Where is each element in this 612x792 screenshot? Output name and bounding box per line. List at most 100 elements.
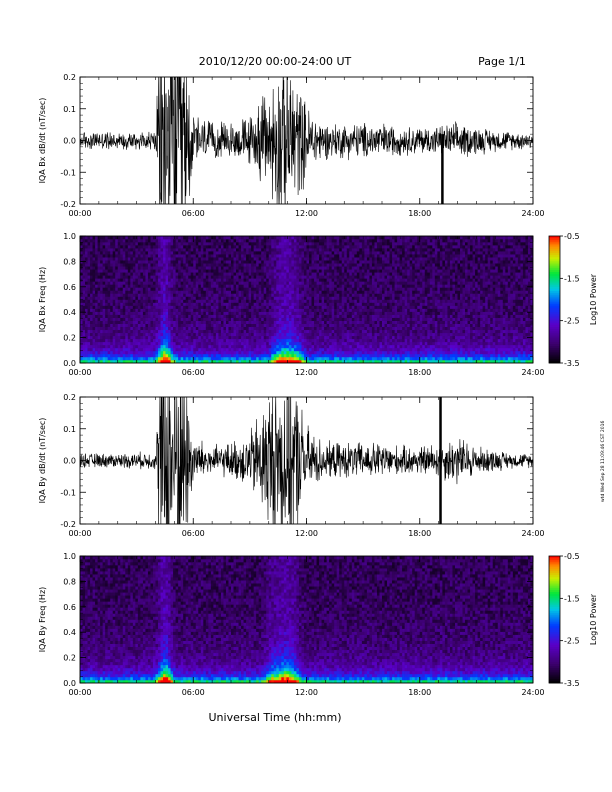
- spectrogram-cell: [95, 335, 98, 340]
- spectrogram-cell: [311, 311, 315, 315]
- spectrogram-cell: [92, 251, 96, 255]
- spectrogram-cell: [306, 311, 310, 315]
- spectrogram-cell: [105, 341, 108, 346]
- spectrogram-cell: [150, 257, 154, 261]
- spectrogram-cell: [256, 278, 259, 282]
- spectrogram-cell: [356, 341, 360, 346]
- spectrogram-cell: [314, 317, 317, 321]
- spectrogram-cell: [100, 287, 103, 291]
- spectrogram-cell: [288, 254, 292, 258]
- spectrogram-cell: [334, 350, 337, 355]
- spectrogram-cell: [137, 341, 141, 346]
- spectrogram-cell: [198, 290, 202, 294]
- spectrogram-cell: [82, 323, 86, 328]
- spectrogram-cell: [273, 290, 277, 294]
- spectrogram-cell: [120, 359, 124, 363]
- spectrogram-cell: [301, 239, 305, 243]
- spectrogram-cell: [266, 266, 270, 270]
- spectrogram-cell: [309, 251, 312, 255]
- spectrogram-cell: [334, 260, 337, 264]
- spectrogram-cell: [349, 350, 353, 355]
- spectrogram-cell: [112, 311, 116, 315]
- spectrogram-cell: [142, 290, 146, 294]
- spectrogram-cell: [80, 263, 83, 267]
- spectrogram-cell: [278, 326, 282, 331]
- spectrogram-cell: [266, 353, 270, 358]
- spectrogram-cell: [220, 305, 224, 309]
- spectrogram-cell: [137, 350, 141, 355]
- spectrogram-cell: [238, 293, 242, 297]
- spectrogram-cell: [195, 245, 199, 249]
- spectrogram-cell: [263, 302, 267, 306]
- spectrogram-cell: [366, 356, 370, 361]
- spectrogram-cell: [251, 326, 254, 331]
- spectrogram-cell: [344, 344, 348, 349]
- spectrogram-cell: [334, 287, 337, 291]
- spectrogram-cell: [359, 347, 363, 352]
- spectrogram-cell: [82, 266, 86, 270]
- spectrogram-cell: [225, 308, 229, 312]
- spectrogram-cell: [150, 329, 154, 334]
- spectrogram-cell: [256, 272, 259, 276]
- spectrogram-cell: [193, 317, 197, 321]
- spectrogram-cell: [190, 272, 194, 276]
- spectrogram-cell: [303, 278, 307, 282]
- spectrogram-cell: [85, 242, 88, 246]
- spectrogram-cell: [321, 251, 325, 255]
- spectrogram-cell: [246, 263, 249, 267]
- spectrogram-cell: [281, 284, 285, 288]
- spectrogram-cell: [90, 308, 93, 312]
- spectrogram-cell: [243, 359, 247, 363]
- spectrogram-cell: [283, 326, 287, 331]
- spectrogram-cell: [117, 329, 121, 334]
- spectrogram-cell: [110, 275, 114, 279]
- spectrogram-cell: [364, 245, 368, 249]
- spectrogram-cell: [80, 353, 83, 358]
- spectrogram-cell: [349, 278, 353, 282]
- spectrogram-cell: [147, 275, 151, 279]
- spectrogram-cell: [155, 263, 159, 267]
- spectrogram-cell: [80, 311, 83, 315]
- spectrogram-cell: [82, 317, 86, 321]
- spectrogram-cell: [291, 335, 295, 340]
- spectrogram-cell: [321, 287, 325, 291]
- spectrogram-cell: [107, 329, 111, 334]
- spectrogram-cell: [258, 296, 262, 300]
- spectrogram-cell: [301, 326, 305, 331]
- spectrogram-cell: [276, 341, 280, 346]
- spectrogram-cell: [163, 308, 166, 312]
- spectrogram-cell: [135, 302, 139, 306]
- spectrogram-cell: [90, 263, 93, 267]
- spectrogram-cell: [321, 305, 325, 309]
- spectrogram-cell: [120, 335, 124, 340]
- spectrogram-cell: [253, 353, 257, 358]
- spectrogram-cell: [359, 266, 363, 270]
- spectrogram-cell: [155, 344, 159, 349]
- spectrogram-cell: [243, 335, 247, 340]
- spectrogram-cell: [243, 320, 247, 324]
- spectrogram-cell: [253, 326, 257, 331]
- spectrogram-cell: [105, 269, 108, 273]
- spectrogram-cell: [125, 356, 129, 361]
- spectrogram-cell: [344, 329, 348, 334]
- spectrogram-cell: [329, 281, 332, 285]
- spectrogram-cell: [248, 284, 252, 288]
- spectrogram-cell: [145, 338, 149, 343]
- spectrogram-cell: [223, 311, 227, 315]
- spectrogram-cell: [331, 347, 335, 352]
- spectrogram-cell: [298, 356, 302, 361]
- spectrogram-cell: [175, 344, 179, 349]
- spectrogram-cell: [152, 299, 156, 303]
- spectrogram-cell: [253, 272, 257, 276]
- spectrogram-cell: [359, 296, 363, 300]
- spectrogram-cell: [102, 305, 106, 309]
- spectrogram-cell: [150, 353, 154, 358]
- spectrogram-cell: [135, 245, 139, 249]
- spectrogram-cell: [241, 275, 244, 279]
- spectrogram-cell: [359, 239, 363, 243]
- spectrogram-cell: [190, 329, 194, 334]
- spectrogram-cell: [208, 347, 212, 352]
- spectrogram-cell: [321, 359, 325, 363]
- spectrogram-cell: [349, 236, 353, 240]
- spectrogram-cell: [188, 299, 192, 303]
